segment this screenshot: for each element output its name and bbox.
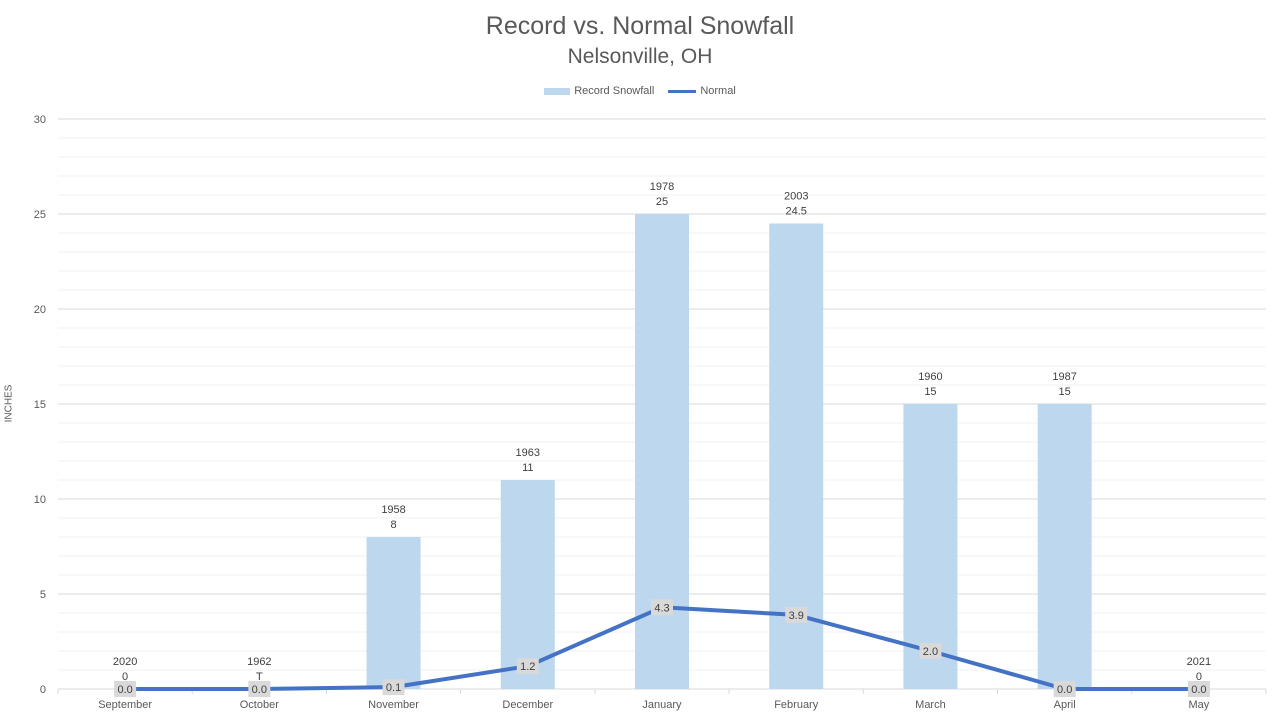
bar-value-label: T: [256, 671, 263, 683]
normal-label-box: [382, 679, 405, 696]
normal-label-box: [248, 681, 271, 697]
legend-label-normal: Normal: [700, 85, 736, 97]
bar-value-label: 11: [522, 462, 533, 474]
legend-swatch-record: [544, 87, 571, 95]
y-tick-label: 0: [40, 684, 46, 696]
bar-year-label: 1987: [1052, 371, 1076, 383]
normal-value-label: 1.2: [520, 661, 535, 673]
y-tick-label: 30: [34, 114, 46, 126]
legend: Record Snowfall Normal: [0, 85, 1280, 97]
y-tick-label: 25: [34, 209, 46, 221]
normal-label-box: [114, 681, 137, 697]
bar-value-label: 0: [122, 671, 128, 683]
x-tick-label: November: [368, 699, 419, 711]
chart-title: Record vs. Normal Snowfall: [485, 12, 795, 40]
bar-year-label: 1962: [247, 656, 271, 668]
bar-year-label: 2003: [784, 191, 808, 203]
normal-value-label: 3.9: [789, 610, 804, 622]
normal-label-box: [785, 606, 808, 623]
x-tick-label: September: [98, 699, 152, 711]
y-tick-label: 15: [34, 399, 46, 411]
normal-value-label: 4.3: [654, 602, 669, 614]
legend-item-normal: Normal: [668, 85, 736, 97]
bar-year-label: 1963: [516, 447, 540, 459]
bar-value-label: 25: [656, 196, 668, 208]
x-tick-label: October: [240, 699, 279, 711]
x-tick-label: February: [774, 699, 819, 711]
bar-record: [1037, 404, 1092, 689]
bar-year-label: 1958: [381, 504, 405, 516]
normal-label-box: [516, 658, 539, 675]
bar-record: [903, 404, 958, 689]
bar-record: [366, 537, 421, 689]
normal-label-box: [651, 599, 673, 616]
y-tick-label: 10: [34, 494, 46, 506]
normal-value-label: 0.0: [1191, 684, 1206, 696]
bar-value-label: 0: [1196, 671, 1202, 683]
normal-value-label: 2.0: [923, 646, 938, 658]
normal-label-box: [1053, 681, 1076, 697]
legend-swatch-normal: [668, 89, 697, 93]
x-tick-label: March: [915, 699, 946, 711]
bar-value-label: 8: [390, 519, 396, 531]
legend-item-record: Record Snowfall: [544, 85, 654, 97]
y-tick-label: 5: [40, 589, 46, 601]
normal-label-box: [919, 643, 942, 659]
legend-label-record: Record Snowfall: [574, 85, 655, 97]
y-tick-label: 20: [34, 304, 46, 316]
bar-value-label: 15: [924, 386, 936, 398]
normal-label-box: [1187, 681, 1210, 697]
bar-record: [500, 480, 555, 689]
x-tick-label: May: [1188, 699, 1209, 711]
x-tick-label: April: [1054, 699, 1076, 711]
normal-value-label: 0.0: [252, 684, 267, 696]
bar-value-label: 24.5: [786, 206, 807, 218]
bar-year-label: 1978: [650, 181, 674, 193]
chart-subtitle: Nelsonville, OH: [567, 45, 713, 68]
x-tick-label: December: [502, 699, 553, 711]
x-tick-label: January: [642, 699, 682, 711]
normal-value-label: 0.0: [1057, 684, 1072, 696]
bar-year-label: 2020: [113, 656, 137, 668]
bar-value-label: 15: [1059, 386, 1071, 398]
normal-value-label: 0.1: [386, 682, 401, 694]
bar-year-label: 1960: [918, 371, 942, 383]
bar-year-label: 2021: [1187, 656, 1211, 668]
normal-value-label: 0.0: [117, 684, 132, 696]
